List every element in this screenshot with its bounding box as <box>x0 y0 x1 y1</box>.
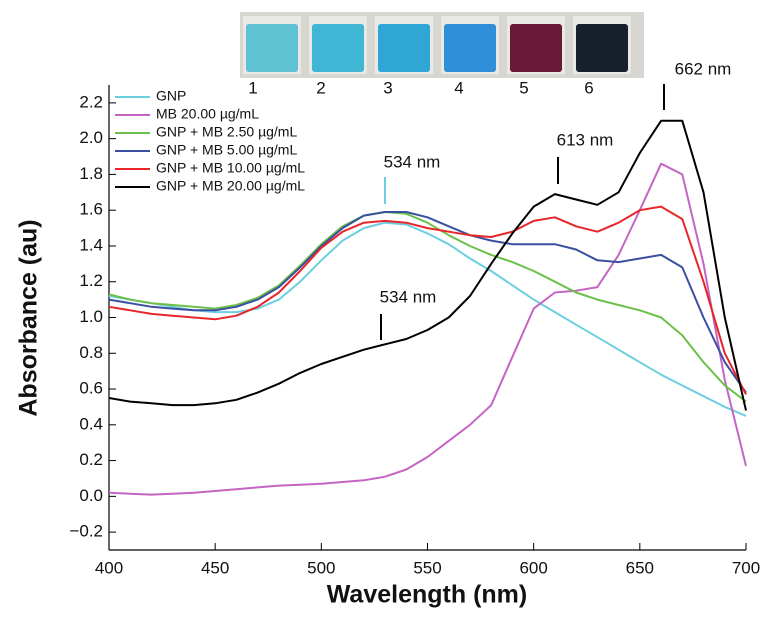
series-line <box>108 119 747 411</box>
y-tick-label: 0.2 <box>79 450 103 469</box>
y-tick-label: 0.4 <box>79 414 103 433</box>
vial-liquid <box>378 24 430 72</box>
vial-label: 5 <box>519 78 528 97</box>
y-tick-label: 2.2 <box>79 92 103 111</box>
legend-label: GNP + MB 10.00 µg/mL <box>156 160 305 176</box>
vial-label: 3 <box>383 78 392 97</box>
legend-label: GNP + MB 5.00 µg/mL <box>156 142 297 158</box>
x-tick-label: 450 <box>201 558 229 577</box>
y-axis-title: Absorbance (au) <box>15 219 43 416</box>
y-tick-label: 1.8 <box>79 164 103 183</box>
y-tick-label: 0.6 <box>79 379 103 398</box>
annotation: 662 nm <box>675 59 732 78</box>
x-tick-label: 400 <box>95 558 123 577</box>
y-tick-label: 0.8 <box>79 343 103 362</box>
vial-liquid <box>510 24 562 72</box>
y-tick-label: 0.0 <box>79 486 103 505</box>
y-tick-label: 2.0 <box>79 128 103 147</box>
x-tick-label: 600 <box>519 558 547 577</box>
vial-liquid <box>246 24 298 72</box>
annotation: 534 nm <box>384 152 441 171</box>
vial-liquid <box>444 24 496 72</box>
series-line <box>108 211 747 403</box>
y-tick-label: 1.6 <box>79 200 103 219</box>
y-tick-label: 1.2 <box>79 271 103 290</box>
x-axis-title: Wavelength (nm) <box>327 581 527 609</box>
legend-label: GNP <box>156 88 186 104</box>
series-line <box>108 205 747 395</box>
x-tick-label: 650 <box>626 558 654 577</box>
vial-liquid <box>312 24 364 72</box>
legend-label: GNP + MB 20.00 µg/mL <box>156 178 305 194</box>
series-line <box>108 211 747 394</box>
y-tick-label: −0.2 <box>69 522 103 541</box>
y-tick-label: 1.4 <box>79 235 103 254</box>
legend-label: GNP + MB 2.50 µg/mL <box>156 124 297 140</box>
legend: GNP MB 20.00 µg/mL GNP + MB 2.50 µg/mL GNP … <box>115 88 305 194</box>
x-tick-label: 500 <box>307 558 335 577</box>
vial-label: 1 <box>248 78 257 97</box>
legend-label: MB 20.00 µg/mL <box>156 106 259 122</box>
series-line <box>108 221 747 417</box>
vial-label: 6 <box>584 78 593 97</box>
vial-label: 2 <box>316 78 325 97</box>
y-tick-label: 1.0 <box>79 307 103 326</box>
x-tick-label: 550 <box>413 558 441 577</box>
vial-label: 4 <box>454 78 463 97</box>
x-tick-label: 700 <box>732 558 760 577</box>
annotation: 613 nm <box>557 130 614 149</box>
annotation: 534 nm <box>380 287 437 306</box>
vial-liquid <box>576 24 628 72</box>
